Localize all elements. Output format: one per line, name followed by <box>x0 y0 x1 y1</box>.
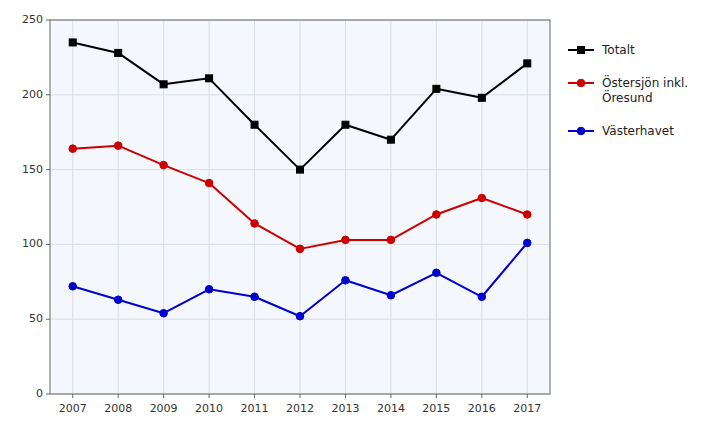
point <box>251 220 259 228</box>
plot-frame <box>50 20 550 394</box>
grid <box>50 20 550 394</box>
point <box>433 85 440 92</box>
point <box>433 269 441 277</box>
series <box>69 239 531 320</box>
point <box>114 296 122 304</box>
tick-label: 50 <box>29 312 43 325</box>
point <box>342 236 350 244</box>
series <box>69 39 531 173</box>
point <box>160 309 168 317</box>
tick-mark <box>254 394 255 398</box>
series-group <box>69 39 531 320</box>
point <box>387 136 394 143</box>
tick-mark <box>46 394 50 395</box>
point <box>114 142 122 150</box>
point <box>342 277 350 285</box>
tick-label: 2015 <box>422 402 450 415</box>
legend-label: Östersjön inkl.Öresund <box>602 74 688 105</box>
tick-mark <box>481 394 482 398</box>
tick-label: 2014 <box>377 402 405 415</box>
point <box>342 121 349 128</box>
line <box>73 146 528 249</box>
point <box>387 236 395 244</box>
point <box>205 179 213 187</box>
grid-line <box>345 20 346 394</box>
tick-label: 0 <box>36 387 43 400</box>
tick-label: 2017 <box>513 402 541 415</box>
line <box>73 243 528 316</box>
point <box>115 49 122 56</box>
tick-mark <box>163 394 164 398</box>
point <box>206 75 213 82</box>
tick-label: 200 <box>22 88 43 101</box>
tick-mark <box>46 319 50 320</box>
point <box>523 211 531 219</box>
legend-marker <box>578 47 585 54</box>
point <box>251 121 258 128</box>
point <box>297 166 304 173</box>
tick-label: 2007 <box>59 402 87 415</box>
tick-mark <box>46 169 50 170</box>
point <box>69 282 77 290</box>
tick-mark <box>46 20 50 21</box>
point <box>160 81 167 88</box>
tick-mark <box>436 394 437 398</box>
tick-label: 2011 <box>241 402 269 415</box>
tick-mark <box>46 94 50 95</box>
point <box>478 293 486 301</box>
tick-label: 250 <box>22 13 43 26</box>
grid-line <box>118 20 119 394</box>
point <box>478 94 485 101</box>
tick-label: 2016 <box>468 402 496 415</box>
point <box>205 285 213 293</box>
legend-label: Västerhavet <box>602 124 674 138</box>
point <box>296 312 304 320</box>
point <box>69 39 76 46</box>
plot-background <box>50 20 550 394</box>
tick-mark <box>345 394 346 398</box>
tick-label: 2013 <box>331 402 359 415</box>
grid-line <box>527 20 528 394</box>
line <box>73 42 528 169</box>
tick-mark <box>72 394 73 398</box>
tick-mark <box>118 394 119 398</box>
tick-label: 2010 <box>195 402 223 415</box>
grid-line <box>300 20 301 394</box>
series <box>69 142 531 253</box>
grid-line <box>72 20 73 394</box>
point <box>523 239 531 247</box>
chart: 0 50 100 150 200 250 2007 2008 2009 2010 2011 2012 2… <box>0 0 720 434</box>
point <box>433 211 441 219</box>
legend: Totalt Östersjön inkl.Öresund Västerhavet <box>568 43 688 138</box>
grid-line <box>163 20 164 394</box>
tick-mark <box>527 394 528 398</box>
legend-marker <box>577 127 585 135</box>
tick-mark <box>46 244 50 245</box>
tick-mark <box>300 394 301 398</box>
tick-label: 2012 <box>286 402 314 415</box>
legend-marker <box>577 79 585 87</box>
tick-mark <box>209 394 210 398</box>
axes: 0 50 100 150 200 250 2007 2008 2009 2010 2011 2012 2… <box>22 13 541 415</box>
grid-line <box>481 20 482 394</box>
grid-line <box>436 20 437 394</box>
point <box>296 245 304 253</box>
tick-label: 150 <box>22 163 43 176</box>
grid-line <box>390 20 391 394</box>
point <box>524 60 531 67</box>
point <box>160 161 168 169</box>
point <box>387 291 395 299</box>
point <box>251 293 259 301</box>
tick-label: 100 <box>22 237 43 250</box>
point <box>69 145 77 153</box>
point <box>478 194 486 202</box>
grid-line <box>254 20 255 394</box>
tick-label: 2008 <box>104 402 132 415</box>
tick-label: 2009 <box>150 402 178 415</box>
legend-label: Totalt <box>601 43 635 57</box>
tick-mark <box>390 394 391 398</box>
